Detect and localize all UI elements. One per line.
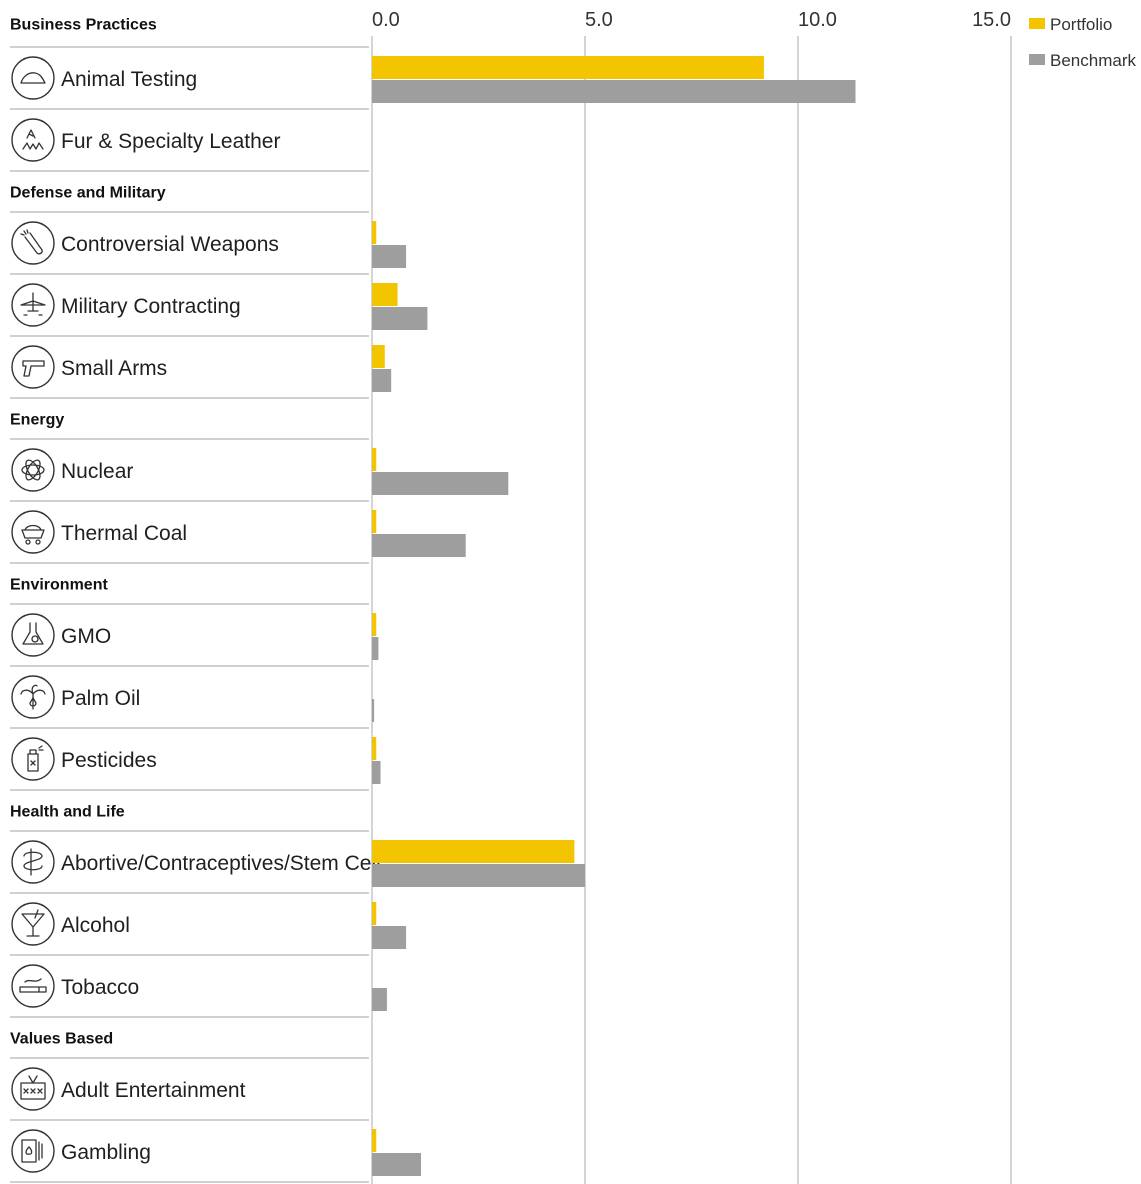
bar-benchmark-nuclear	[372, 472, 509, 495]
category-label-military-contracting: Military Contracting	[61, 295, 241, 318]
cigarette-icon	[11, 964, 55, 1008]
category-label-alcohol: Alcohol	[61, 914, 130, 937]
group-header: Health and Life	[10, 804, 125, 821]
group-header: Values Based	[10, 1031, 113, 1048]
bar-benchmark-pesticides	[372, 761, 381, 784]
fur-icon	[11, 118, 55, 162]
category-label-nuclear: Nuclear	[61, 460, 133, 483]
bar-portfolio-small-arms	[372, 345, 385, 368]
bar-portfolio-controversial-weapons	[372, 221, 377, 244]
category-label-thermal-coal: Thermal Coal	[61, 522, 187, 545]
x-tick-label: 0.0	[372, 9, 400, 31]
bar-portfolio-military-contracting	[372, 283, 398, 306]
bar-benchmark-thermal-coal	[372, 534, 466, 557]
category-label-tobacco: Tobacco	[61, 976, 139, 999]
x-tick-label: 15.0	[972, 9, 1011, 31]
coal-cart-icon	[11, 510, 55, 554]
bar-portfolio-gmo	[372, 613, 377, 636]
bar-benchmark-gmo	[372, 637, 379, 660]
x-axis-ticks: 0.0 5.0 10.0 15.0	[372, 9, 1011, 31]
category-label-abortive-contraceptives-stem-cell: Abortive/Contraceptives/Stem Cell	[61, 852, 381, 875]
x-tick-label: 5.0	[585, 9, 613, 31]
palm-tree-icon	[11, 675, 55, 719]
pill-icon	[11, 840, 55, 884]
legend-label-portfolio: Portfolio	[1050, 15, 1112, 34]
group-header: Environment	[10, 577, 108, 594]
legend-swatch-portfolio	[1029, 18, 1045, 29]
category-label-pesticides: Pesticides	[61, 749, 157, 772]
legend-swatch-benchmark	[1029, 54, 1045, 65]
category-label-gmo: GMO	[61, 625, 111, 648]
bar-benchmark-small-arms	[372, 369, 392, 392]
bar-benchmark-military-contracting	[372, 307, 428, 330]
bar-benchmark-gambling	[372, 1153, 421, 1176]
bar-benchmark-abortive-contraceptives-stem-cell	[372, 864, 585, 887]
legend-label-benchmark: Benchmark	[1050, 51, 1136, 70]
category-label-palm-oil: Palm Oil	[61, 687, 140, 710]
atom-icon	[11, 448, 55, 492]
bar-benchmark-tobacco	[372, 988, 387, 1011]
bar-portfolio-alcohol	[372, 902, 377, 925]
mouse-icon	[11, 56, 55, 100]
bar-benchmark-controversial-weapons	[372, 245, 407, 268]
flask-icon	[11, 613, 55, 657]
bar-portfolio-thermal-coal	[372, 510, 377, 533]
category-label-controversial-weapons: Controversial Weapons	[61, 233, 279, 256]
xxx-tv-icon	[11, 1067, 55, 1111]
fighter-jet-icon	[11, 283, 55, 327]
group-header: Business Practices	[10, 17, 157, 34]
category-label-fur-specialty-leather: Fur & Specialty Leather	[61, 130, 280, 153]
bar-portfolio-pesticides	[372, 737, 377, 760]
category-label-adult-entertainment: Adult Entertainment	[61, 1079, 246, 1102]
category-label-animal-testing: Animal Testing	[61, 68, 197, 91]
group-header: Energy	[10, 412, 64, 429]
bar-portfolio-animal-testing	[372, 56, 764, 79]
gridlines	[10, 36, 1012, 1184]
bar-portfolio-nuclear	[372, 448, 377, 471]
group-header: Defense and Military	[10, 185, 166, 202]
spray-can-icon	[11, 737, 55, 781]
category-label-gambling: Gambling	[61, 1141, 151, 1164]
category-label-small-arms: Small Arms	[61, 357, 167, 380]
bar-portfolio-gambling	[372, 1129, 377, 1152]
x-tick-label: 10.0	[798, 9, 837, 31]
bar-benchmark-alcohol	[372, 926, 407, 949]
bar-benchmark-palm-oil	[372, 699, 375, 722]
cocktail-icon	[11, 902, 55, 946]
missile-icon	[11, 221, 55, 265]
handgun-icon	[11, 345, 55, 389]
legend: Portfolio Benchmark	[1029, 15, 1136, 70]
playing-cards-icon	[11, 1129, 55, 1173]
category-rows: Business Practices Animal Testing Fur & Sp…	[10, 17, 381, 1173]
bars	[372, 56, 856, 1176]
bar-portfolio-abortive-contraceptives-stem-cell	[372, 840, 575, 863]
bar-benchmark-animal-testing	[372, 80, 856, 103]
